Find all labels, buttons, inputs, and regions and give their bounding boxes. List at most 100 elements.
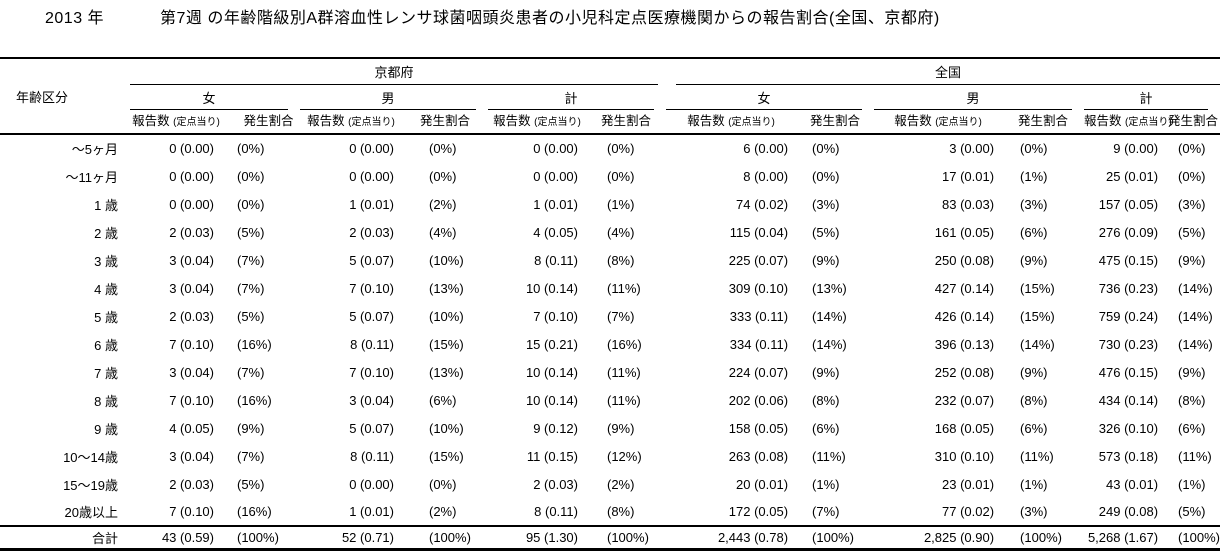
national-female-ratio: (3%) bbox=[812, 196, 840, 212]
kyoto-female-reports: 3 (0.04) bbox=[169, 364, 214, 380]
subheader-ratio: 発生割合 bbox=[1002, 110, 1085, 135]
national-female-ratio: (9%) bbox=[812, 364, 840, 380]
kyoto-female-reports: 0 (0.00) bbox=[169, 196, 214, 212]
national-female-ratio: (9%) bbox=[812, 252, 840, 268]
region-label-kyoto: 京都府 bbox=[374, 65, 414, 80]
national-female-reports: 20 (0.01) bbox=[736, 476, 789, 492]
national-female-ratio: (5%) bbox=[812, 224, 840, 240]
national-female-reports: 172 (0.05) bbox=[728, 504, 789, 519]
table-row: ～11ヶ月 0 (0.00) (0%) 0 (0.00) (0%) 0 (0.00) (0%… bbox=[0, 162, 1220, 190]
kyoto-total-ratio: (9%) bbox=[607, 420, 635, 436]
national-male-ratio: (14%) bbox=[1020, 336, 1055, 352]
national-female-reports: 334 (0.11) bbox=[729, 336, 789, 352]
subheader-ratio: 発生割合 bbox=[222, 110, 300, 135]
kyoto-male-reports: 1 (0.01) bbox=[349, 504, 394, 519]
national-female-reports: 309 (0.10) bbox=[728, 280, 789, 296]
table-row: 1 歳 0 (0.00) (0%) 1 (0.01) (2%) 1 (0.01) (1%) 7… bbox=[0, 190, 1220, 218]
national-female-ratio: (0%) bbox=[812, 168, 840, 184]
national-male-ratio: (3%) bbox=[1020, 196, 1048, 212]
kyoto-male-reports: 5 (0.07) bbox=[349, 252, 394, 268]
age-label: 15～19歳 bbox=[63, 477, 118, 493]
kyoto-female-ratio: (0%) bbox=[237, 196, 265, 212]
kyoto-total-reports: 1 (0.01) bbox=[533, 196, 578, 212]
kyoto-male-reports: 0 (0.00) bbox=[349, 141, 394, 156]
national-female-reports: 6 (0.00) bbox=[743, 141, 789, 156]
national-female-ratio: (8%) bbox=[812, 392, 840, 408]
gender-label: 女 bbox=[202, 91, 216, 106]
kyoto-male-ratio: (10%) bbox=[429, 420, 464, 436]
national-total-reports: 434 (0.14) bbox=[1098, 392, 1159, 408]
national-male-ratio: (15%) bbox=[1020, 308, 1055, 324]
kyoto-female-reports: 2 (0.03) bbox=[169, 224, 214, 240]
national-male-ratio: (9%) bbox=[1020, 252, 1048, 268]
subheader-reports-label: 報告数 bbox=[493, 114, 531, 128]
subheader-ratio: 発生割合 bbox=[796, 110, 875, 135]
national-female-ratio: (13%) bbox=[812, 280, 847, 296]
kyoto-total-reports: 8 (0.11) bbox=[534, 504, 578, 519]
subheader-reports: 報告数 (定点当り) bbox=[300, 110, 402, 135]
national-female-ratio: (0%) bbox=[812, 141, 840, 156]
kyoto-male-reports: 8 (0.11) bbox=[350, 448, 394, 464]
subheader-ratio: 発生割合 bbox=[1166, 110, 1220, 135]
subheader-reports-label: 報告数 bbox=[132, 114, 170, 128]
national-female-reports: 225 (0.07) bbox=[728, 252, 789, 268]
age-label: 合計 bbox=[0, 525, 130, 550]
kyoto-female-reports: 7 (0.10) bbox=[169, 504, 214, 519]
kyoto-male-ratio: (10%) bbox=[429, 308, 464, 324]
subheader-reports-label: 報告数 bbox=[894, 114, 932, 128]
table-row: 7 歳 3 (0.04) (7%) 7 (0.10) (13%) 10 (0.14) (11… bbox=[0, 358, 1220, 386]
kyoto-female-ratio: (5%) bbox=[237, 224, 265, 240]
kyoto-male-reports: 8 (0.11) bbox=[350, 336, 394, 352]
national-total-ratio: (8%) bbox=[1178, 392, 1206, 408]
national-male-ratio: (8%) bbox=[1020, 392, 1048, 408]
national-male-reports: 252 (0.08) bbox=[934, 364, 995, 380]
national-male-reports: 396 (0.13) bbox=[934, 336, 995, 352]
national-female-reports: 333 (0.11) bbox=[729, 308, 789, 324]
kyoto-male-reports: 2 (0.03) bbox=[349, 224, 394, 240]
kyoto-female-reports: 7 (0.10) bbox=[169, 392, 214, 408]
age-label: ～11ヶ月 bbox=[65, 169, 119, 185]
national-total-ratio: (0%) bbox=[1178, 141, 1206, 156]
age-label: 10～14歳 bbox=[63, 449, 118, 465]
kyoto-male-reports: 7 (0.10) bbox=[349, 280, 394, 296]
kyoto-total-ratio: (11%) bbox=[607, 364, 641, 380]
kyoto-total-reports: 95 (1.30) bbox=[488, 525, 586, 550]
national-male-ratio: (11%) bbox=[1020, 448, 1054, 464]
age-label: 3 歳 bbox=[94, 253, 118, 269]
kyoto-total-ratio: (8%) bbox=[607, 504, 635, 519]
gender-label: 計 bbox=[1139, 91, 1153, 106]
age-label: 7 歳 bbox=[94, 365, 118, 381]
kyoto-male-ratio: (2%) bbox=[429, 504, 457, 519]
kyoto-male-reports: 0 (0.00) bbox=[349, 476, 394, 492]
kyoto-male-ratio: (2%) bbox=[429, 196, 457, 212]
gender-label: 計 bbox=[564, 91, 578, 106]
national-female-ratio: (14%) bbox=[812, 308, 847, 324]
gender-header-kyoto-female: 女 bbox=[130, 85, 300, 110]
subheader-per-sentinel-label: (定点当り) bbox=[935, 117, 982, 128]
kyoto-total-reports: 10 (0.14) bbox=[525, 364, 578, 380]
region-label-national: 全国 bbox=[935, 65, 962, 80]
national-total-reports: 759 (0.24) bbox=[1098, 308, 1159, 324]
national-male-reports: 23 (0.01) bbox=[942, 476, 995, 492]
table-row: 6 歳 7 (0.10) (16%) 8 (0.11) (15%) 15 (0.21) (1… bbox=[0, 330, 1220, 358]
kyoto-female-reports: 0 (0.00) bbox=[169, 168, 214, 184]
national-male-reports: 83 (0.03) bbox=[942, 196, 995, 212]
national-male-ratio: (6%) bbox=[1020, 224, 1048, 240]
national-total-ratio: (6%) bbox=[1178, 420, 1206, 436]
subheader-reports: 報告数 (定点当り) bbox=[666, 110, 797, 135]
table-row: 9 歳 4 (0.05) (9%) 5 (0.07) (10%) 9 (0.12) (9%)… bbox=[0, 414, 1220, 442]
table-row: 15～19歳 2 (0.03) (5%) 0 (0.00) (0%) 2 (0.03) (2… bbox=[0, 470, 1220, 498]
kyoto-male-reports: 52 (0.71) bbox=[300, 525, 402, 550]
subheader-row: 報告数 (定点当り) 発生割合 報告数 (定点当り) 発生割合 報告数 (定点当… bbox=[0, 110, 1220, 135]
subheader-reports: 報告数 (定点当り) bbox=[874, 110, 1003, 135]
kyoto-total-ratio: (11%) bbox=[607, 392, 641, 408]
national-total-ratio: (14%) bbox=[1178, 336, 1213, 352]
kyoto-total-ratio: (0%) bbox=[607, 168, 635, 184]
national-male-reports: 161 (0.05) bbox=[934, 224, 995, 240]
subheader-reports: 報告数 (定点当り) bbox=[130, 110, 222, 135]
title-year: 2013 年 bbox=[45, 10, 105, 27]
kyoto-female-ratio: (16%) bbox=[237, 504, 272, 519]
kyoto-total-reports: 8 (0.11) bbox=[534, 252, 578, 268]
gender-header-national-total: 計 bbox=[1084, 85, 1220, 110]
table-row: 10～14歳 3 (0.04) (7%) 8 (0.11) (15%) 11 (0.15)… bbox=[0, 442, 1220, 470]
